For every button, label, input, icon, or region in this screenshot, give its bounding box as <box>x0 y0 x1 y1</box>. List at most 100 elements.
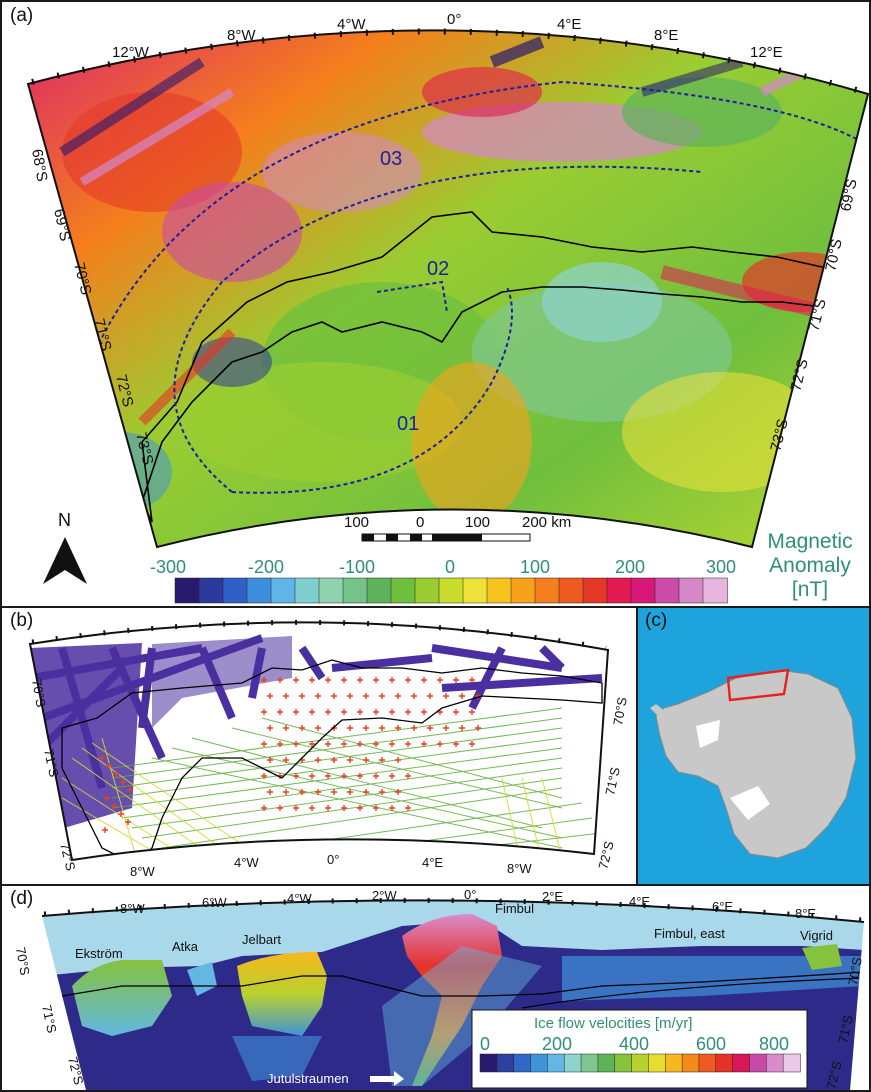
region-label: 02 <box>427 258 449 280</box>
station-marker <box>469 677 475 683</box>
station-marker <box>341 773 347 779</box>
station-marker <box>347 757 353 763</box>
ice-shelf-label: Fimbul, east <box>654 926 725 941</box>
lon-label: 8°W <box>130 864 155 879</box>
lat-label: 71°S <box>41 748 62 779</box>
velocity-colorbar-ticks: 0 200 400 600 800 <box>480 1034 789 1054</box>
lon-label: 0° <box>464 887 476 902</box>
station-marker <box>411 693 417 699</box>
colorbar-swatch <box>702 577 728 604</box>
lon-label: 2°W <box>372 888 397 903</box>
panel-d-label: (d) <box>10 888 34 909</box>
lat-label: 71°S <box>39 1004 60 1035</box>
colorbar-swatch <box>732 1053 751 1073</box>
station-marker <box>309 805 315 811</box>
colorbar-swatch <box>294 577 320 604</box>
station-marker <box>459 725 465 731</box>
station-marker <box>315 789 321 795</box>
lat-label: 72°S <box>595 839 616 870</box>
station-marker <box>379 757 385 763</box>
station-marker <box>331 693 337 699</box>
scale-bar: 100 0 100 200 km <box>344 514 571 542</box>
colorbar-swatch <box>390 577 416 604</box>
station-marker <box>267 693 273 699</box>
lon-label: 4°E <box>422 855 443 870</box>
station-marker <box>469 741 475 747</box>
colorbar-swatch <box>715 1053 734 1073</box>
colorbar-swatch <box>246 577 272 604</box>
colorbar-swatch <box>631 1053 650 1073</box>
svg-text:-300: -300 <box>150 557 186 577</box>
station-marker <box>325 773 331 779</box>
station-marker <box>347 725 353 731</box>
lon-label: 6°E <box>712 899 733 914</box>
ice-shelf-label: Vigrid <box>800 928 833 943</box>
station-marker <box>331 789 337 795</box>
station-marker <box>267 757 273 763</box>
station-marker <box>127 787 133 793</box>
station-marker <box>299 693 305 699</box>
station-marker <box>277 677 283 683</box>
station-marker <box>373 773 379 779</box>
station-marker <box>405 805 411 811</box>
colorbar-swatch <box>462 577 488 604</box>
lat-label: 70°S <box>822 237 845 273</box>
panel-c: (c) <box>636 606 871 886</box>
station-marker <box>363 725 369 731</box>
station-marker <box>299 789 305 795</box>
station-marker <box>379 725 385 731</box>
svg-text:400: 400 <box>619 1034 649 1054</box>
colorbar-swatch <box>648 1053 667 1073</box>
colorbar-swatch <box>654 577 680 604</box>
lat-label: 70°S <box>610 696 630 727</box>
ice-shelf-label: Fimbul <box>495 901 534 916</box>
north-label: N <box>58 510 71 530</box>
station-marker <box>395 693 401 699</box>
lon-label: 8°E <box>795 906 816 921</box>
glacier-label: Jutulstraumen <box>267 1071 349 1086</box>
colorbar-swatch <box>580 1053 599 1073</box>
station-marker <box>437 741 443 747</box>
colorbar-swatch <box>198 577 224 604</box>
north-arrow-icon <box>43 537 87 584</box>
station-marker <box>427 693 433 699</box>
station-marker <box>363 693 369 699</box>
lon-label: 2°E <box>542 889 563 904</box>
lon-label: 8°W <box>120 901 145 916</box>
colorbar-swatch <box>479 1053 498 1073</box>
station-marker <box>405 677 411 683</box>
station-marker <box>315 693 321 699</box>
panel-d: (d) <box>0 884 871 1092</box>
station-marker <box>299 725 305 731</box>
colorbar-swatch <box>678 577 704 604</box>
station-marker <box>118 811 124 817</box>
svg-text:600: 600 <box>696 1034 726 1054</box>
panel-c-label: (c) <box>645 610 668 631</box>
lon-label: 6°W <box>202 895 227 910</box>
panel-b: (b) <box>0 606 638 886</box>
region-label: 01 <box>397 413 419 435</box>
colorbar-swatch <box>438 577 464 604</box>
station-marker <box>309 741 315 747</box>
magnetic-colorbar <box>174 577 728 604</box>
svg-text:200: 200 <box>615 557 645 577</box>
svg-text:0: 0 <box>480 1034 490 1054</box>
svg-text:100: 100 <box>465 514 490 531</box>
station-marker <box>283 757 289 763</box>
lon-label: 8°E <box>654 27 678 44</box>
colorbar-swatch <box>174 577 200 604</box>
lon-label: 12°W <box>112 44 150 61</box>
panel-a: (a) <box>0 0 871 608</box>
colorbar-swatch <box>366 577 392 604</box>
colorbar-swatch <box>698 1053 717 1073</box>
ice-shelf-label: Jelbart <box>242 932 281 947</box>
station-marker <box>309 773 315 779</box>
station-marker <box>475 725 481 731</box>
colorbar-swatch <box>222 577 248 604</box>
svg-text:100: 100 <box>520 557 550 577</box>
colorbar-swatch <box>681 1053 700 1073</box>
lat-label: 72°S <box>57 841 78 872</box>
svg-text:100: 100 <box>344 514 369 531</box>
glacier-arrow-icon <box>370 1071 404 1086</box>
lat-label: 70°S <box>845 956 865 987</box>
